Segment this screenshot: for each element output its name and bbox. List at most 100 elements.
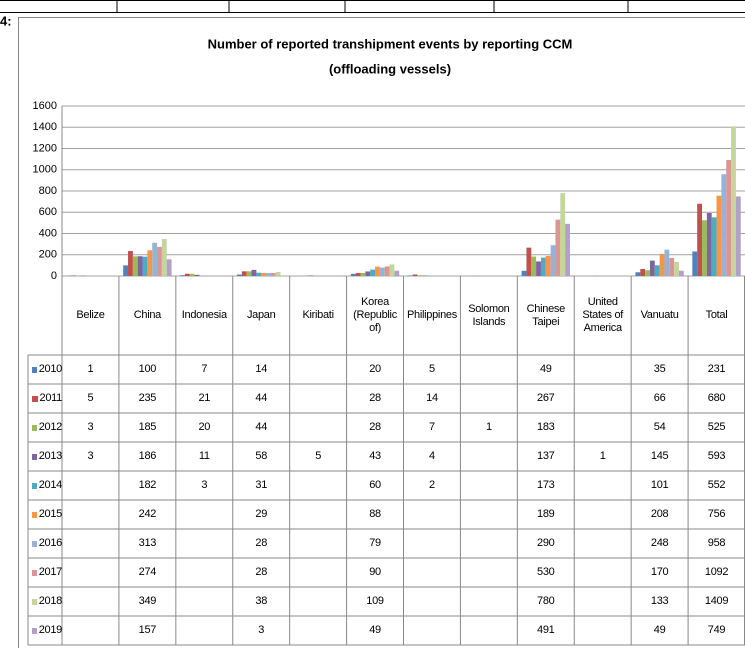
bar — [407, 275, 413, 276]
table-value: 38 — [255, 595, 268, 607]
chart-title: Number of reported transhipment events b… — [208, 36, 573, 51]
category-label: Belize — [76, 309, 105, 321]
legend-entry: 2015 — [28, 500, 62, 529]
table-value: 349 — [138, 595, 157, 607]
legend-swatch — [32, 511, 37, 518]
table-value: 7 — [429, 421, 435, 433]
table-value: 530 — [537, 566, 555, 578]
table-value: 593 — [707, 450, 726, 462]
table-value: 66 — [653, 392, 666, 404]
table-value: 7 — [201, 363, 208, 375]
legend-swatch — [32, 366, 37, 373]
chart-frame — [18, 17, 745, 648]
bar — [370, 269, 376, 276]
bar — [550, 245, 556, 276]
table-value: 1409 — [704, 595, 729, 607]
table-value: 182 — [138, 479, 157, 491]
bar — [256, 272, 262, 276]
table-value: 157 — [138, 624, 157, 636]
table-value: 11 — [198, 450, 210, 462]
bar — [375, 266, 380, 276]
bar — [669, 257, 675, 276]
table-value: 133 — [650, 595, 669, 607]
table-value: 1 — [87, 363, 94, 375]
bar — [237, 274, 242, 276]
legend-label: 2012 — [38, 421, 63, 433]
legend-entry: 2014 — [28, 471, 62, 500]
bar — [147, 250, 153, 276]
bar — [157, 246, 162, 276]
bar — [540, 257, 546, 276]
table-value: 3 — [87, 421, 94, 433]
table-value: 958 — [707, 537, 726, 549]
bar — [412, 274, 418, 276]
bar — [697, 203, 703, 276]
y-tick-label: 1600 — [33, 100, 57, 112]
table-value: 749 — [707, 624, 726, 636]
bar — [246, 271, 252, 276]
legend-swatch — [32, 627, 37, 634]
legend-entry: 2019 — [28, 616, 62, 645]
bar — [71, 275, 76, 276]
table-value: 208 — [650, 508, 669, 520]
y-tick-label: 600 — [39, 206, 57, 218]
y-tick-label: 1200 — [33, 142, 57, 154]
bar — [417, 275, 423, 276]
category-label: Total — [705, 309, 728, 321]
bar — [565, 223, 570, 276]
table-value: 5 — [429, 363, 435, 375]
category-label: Indonesia — [181, 309, 227, 321]
bar — [678, 270, 684, 276]
bar — [270, 273, 276, 276]
legend-label: 2011 — [39, 392, 63, 404]
bar — [706, 212, 712, 276]
bar — [560, 193, 566, 276]
table-value: 137 — [537, 450, 555, 462]
category-label: Philippines — [407, 309, 457, 321]
bar — [266, 273, 271, 276]
y-tick-label: 1000 — [33, 164, 57, 176]
table-value: 3 — [201, 479, 208, 491]
table-value: 145 — [650, 450, 669, 462]
table-value: 780 — [537, 595, 555, 607]
y-tick-label: 200 — [39, 249, 57, 261]
table-value: 43 — [369, 450, 381, 462]
bar — [360, 273, 366, 276]
category-label: Japan — [246, 309, 276, 321]
bar — [711, 217, 717, 276]
table-value: 525 — [707, 421, 726, 433]
legend-entry: 2013 — [28, 442, 62, 471]
table-value: 28 — [369, 392, 381, 404]
table-value: 2 — [429, 479, 435, 491]
bar — [654, 265, 660, 276]
table-value: 5 — [315, 450, 322, 462]
fragment-label: 4: — [0, 13, 12, 28]
table-value: 189 — [537, 508, 555, 520]
table-value: 60 — [369, 479, 381, 491]
bar — [350, 273, 356, 276]
legend-swatch — [32, 540, 37, 547]
table-value: 49 — [653, 624, 666, 636]
legend-label: 2010 — [38, 363, 63, 375]
bar — [161, 238, 167, 276]
bar — [645, 270, 650, 276]
category-label: China — [133, 309, 162, 321]
legend-swatch — [32, 482, 37, 489]
table-value: 1 — [599, 450, 606, 462]
table-value: 290 — [537, 537, 555, 549]
category-label: United States of America — [582, 296, 624, 334]
table-value: 44 — [255, 392, 268, 404]
bar — [384, 266, 390, 276]
bar — [251, 269, 257, 276]
legend-entry: 2016 — [28, 529, 62, 558]
table-value: 5 — [87, 392, 94, 404]
legend-label: 2015 — [38, 508, 63, 520]
bar — [261, 272, 267, 276]
y-tick-label: 0 — [51, 270, 57, 282]
bar — [142, 256, 148, 276]
table-value: 28 — [255, 566, 268, 578]
legend-label: 2017 — [38, 566, 63, 578]
bar — [716, 195, 722, 276]
legend-label: 2013 — [38, 450, 63, 462]
